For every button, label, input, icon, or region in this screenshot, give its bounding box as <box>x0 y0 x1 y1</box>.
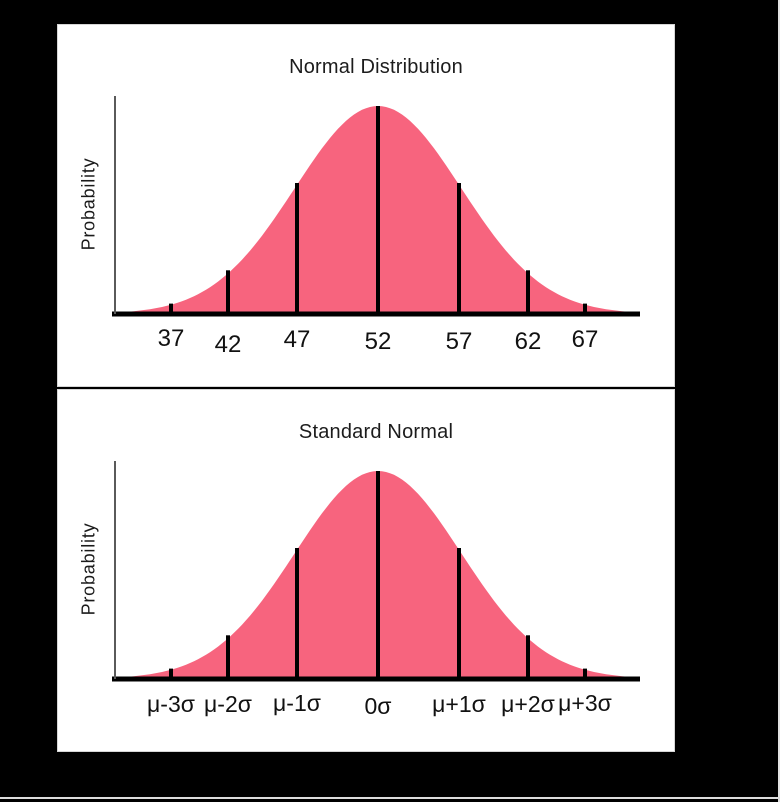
x-tick-label: 0σ <box>365 693 392 719</box>
normal-distribution-plot: 37 42 47 52 57 62 67 <box>112 96 640 358</box>
chart-title-normal-distribution: Normal Distribution <box>289 56 463 78</box>
standard-normal-plot: μ-3σ μ-2σ μ-1σ 0σ μ+1σ μ+2σ μ+3σ <box>112 461 640 719</box>
x-tick-label: μ+1σ <box>432 691 486 717</box>
normal-distribution-panel: Normal Distribution Probability 37 42 47 52… <box>57 24 675 387</box>
x-tick-label: 42 <box>215 331 242 358</box>
x-tick-label: μ+3σ <box>558 690 612 716</box>
x-tick-label: 37 <box>158 325 185 352</box>
x-tick-label: 67 <box>572 326 599 353</box>
x-tick-label: 57 <box>446 328 473 355</box>
x-tick-label: 52 <box>365 328 392 355</box>
x-tick-label: μ-2σ <box>204 691 252 717</box>
x-tick-label: μ-3σ <box>147 691 195 717</box>
standard-normal-panel: Standard Normal Probability μ-3σ μ-2σ μ-1σ… <box>57 389 675 752</box>
chart-title-standard-normal: Standard Normal <box>298 421 454 443</box>
y-axis-label-probability: Probability <box>78 522 99 616</box>
y-axis-label-probability: Probability <box>78 157 99 251</box>
x-tick-label: 47 <box>284 326 311 353</box>
x-tick-label: 62 <box>515 328 542 355</box>
image-right-border <box>778 0 780 802</box>
x-tick-label: μ-1σ <box>273 690 321 716</box>
image-bottom-border <box>0 797 780 799</box>
x-tick-label: μ+2σ <box>501 691 555 717</box>
